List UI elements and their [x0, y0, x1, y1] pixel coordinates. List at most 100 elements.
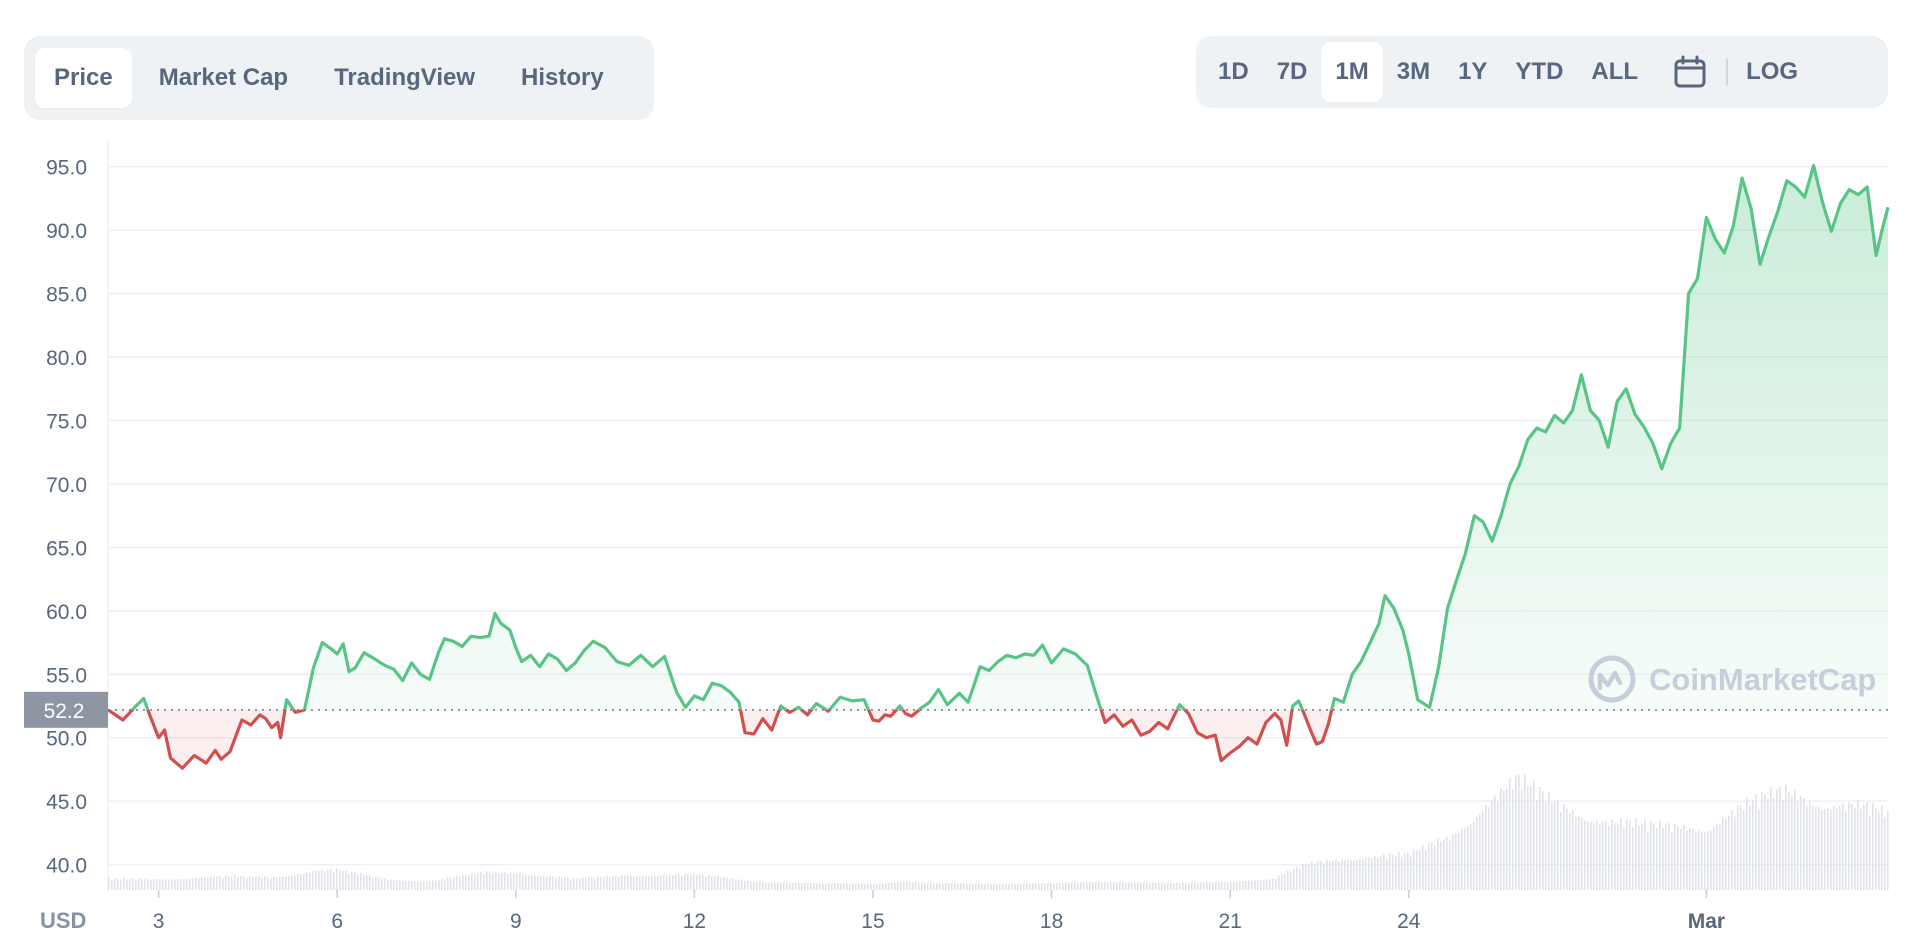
range-1d[interactable]: 1D: [1218, 58, 1249, 85]
volume-bar: [759, 882, 761, 890]
volume-bar: [735, 879, 737, 890]
volume-bar: [1152, 882, 1154, 890]
volume-bar: [501, 872, 503, 890]
range-ytd[interactable]: YTD: [1515, 58, 1564, 85]
volume-bar: [477, 873, 479, 890]
volume-bar: [636, 875, 638, 890]
volume-bar: [861, 883, 863, 890]
volume-bar: [687, 874, 689, 890]
log-scale-toggle[interactable]: LOG: [1746, 58, 1799, 85]
calendar-button[interactable]: [1658, 42, 1722, 102]
volume-bar: [1233, 881, 1235, 890]
range-3m[interactable]: 3M: [1396, 58, 1431, 85]
volume-bar: [1797, 801, 1799, 890]
volume-bar: [852, 883, 854, 890]
volume-bar: [1392, 855, 1394, 890]
volume-bar: [543, 875, 545, 890]
volume-bar: [1698, 830, 1700, 890]
volume-bar: [1650, 821, 1652, 890]
volume-bar: [1860, 808, 1862, 890]
volume-bar: [996, 883, 998, 890]
volume-bar: [567, 877, 569, 890]
volume-bar: [1509, 777, 1511, 890]
volume-bar: [393, 879, 395, 890]
volume-bar: [1692, 828, 1694, 890]
volume-bar: [336, 868, 338, 890]
volume-bar: [264, 876, 266, 890]
volume-bar: [456, 875, 458, 890]
volume-bar: [192, 878, 194, 890]
volume-bar: [975, 883, 977, 890]
volume-bar: [558, 876, 560, 890]
volume-bar: [225, 875, 227, 890]
volume-bar: [447, 877, 449, 890]
volume-bar: [1182, 882, 1184, 890]
tab-history[interactable]: History: [521, 64, 604, 91]
volume-bar: [837, 883, 839, 890]
volume-bar: [1077, 883, 1079, 890]
volume-bar: [147, 878, 149, 890]
tab-tradingview[interactable]: TradingView: [334, 64, 476, 91]
volume-bar: [129, 878, 131, 890]
volume-bar: [1188, 883, 1190, 890]
x-axis: 3 6 9 12 15 18 21 24 Mar: [153, 890, 1725, 933]
volume-bar: [1218, 882, 1220, 890]
volume-bar: [384, 878, 386, 890]
volume-bar: [1755, 794, 1757, 890]
volume-bar: [1689, 828, 1691, 890]
range-1y[interactable]: 1Y: [1458, 58, 1488, 85]
volume-bar: [843, 882, 845, 890]
volume-bar: [165, 879, 167, 890]
volume-bar: [126, 879, 128, 890]
volume-bar: [201, 877, 203, 890]
volume-bars: [108, 774, 1889, 890]
volume-bar: [1485, 804, 1487, 890]
tab-price[interactable]: Price: [35, 48, 132, 108]
y-tick-label: 55.0: [46, 664, 87, 687]
y-tick-label: 80.0: [46, 347, 87, 370]
volume-bar: [306, 872, 308, 890]
volume-bar: [1287, 870, 1289, 890]
watermark-text: CoinMarketCap: [1649, 662, 1876, 697]
volume-bar: [315, 870, 317, 890]
volume-bar: [411, 881, 413, 890]
volume-bar: [858, 883, 860, 890]
range-all[interactable]: ALL: [1591, 58, 1639, 85]
range-1m[interactable]: 1M: [1321, 42, 1383, 102]
volume-bar: [480, 871, 482, 890]
volume-bar: [1275, 878, 1277, 890]
volume-bar: [357, 874, 359, 890]
volume-bar: [1881, 805, 1883, 890]
volume-bar: [1659, 820, 1661, 890]
volume-bar: [1632, 827, 1634, 890]
volume-bar: [1815, 806, 1817, 890]
y-tick-label: 50.0: [46, 728, 87, 751]
volume-bar: [579, 879, 581, 890]
y-axis: 40.0 45.0 50.0 55.0 60.0 65.0 70.0 75.0 80.0 85.0…: [46, 157, 87, 878]
volume-bar: [804, 882, 806, 890]
volume-bar: [1530, 786, 1532, 890]
volume-bar: [576, 878, 578, 890]
volume-bar: [1362, 859, 1364, 890]
volume-bar: [756, 881, 758, 890]
volume-bar: [1329, 861, 1331, 890]
volume-bar: [978, 883, 980, 890]
volume-bar: [1443, 839, 1445, 890]
volume-bar: [1179, 883, 1181, 890]
volume-bar: [582, 877, 584, 890]
volume-bar: [1146, 882, 1148, 890]
volume-bar: [198, 878, 200, 890]
volume-bar: [114, 878, 116, 890]
volume-bar: [768, 882, 770, 890]
volume-bar: [1296, 866, 1298, 890]
tab-market-cap[interactable]: Market Cap: [158, 64, 289, 91]
currency-label: USD: [40, 908, 86, 933]
volume-bar: [942, 883, 944, 890]
range-7d[interactable]: 7D: [1276, 58, 1308, 85]
y-tick-label: 65.0: [46, 537, 87, 560]
x-tick-label: 18: [1040, 910, 1063, 933]
volume-bar: [1701, 831, 1703, 890]
volume-bar: [1161, 882, 1163, 890]
watermark: CoinMarketCap: [1588, 655, 1876, 703]
volume-bar: [1422, 844, 1424, 890]
